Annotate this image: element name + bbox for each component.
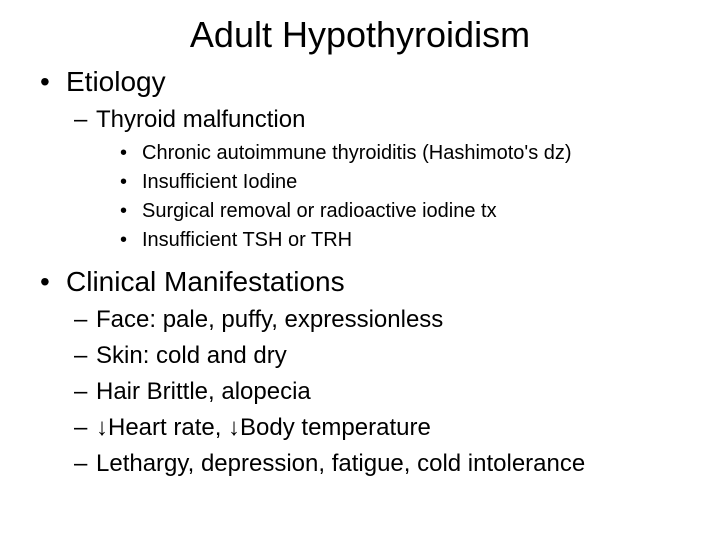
clinical-item: Face: pale, puffy, expressionless [74, 306, 690, 334]
thyroid-malfunction-heading: Thyroid malfunction [74, 106, 690, 134]
etiology-item: Insufficient TSH or TRH [120, 229, 690, 252]
clinical-item: ↓Heart rate, ↓Body temperature [74, 414, 690, 442]
clinical-heading: Clinical Manifestations [40, 266, 690, 298]
clinical-item: Hair Brittle, alopecia [74, 378, 690, 406]
etiology-item: Surgical removal or radioactive iodine t… [120, 200, 690, 223]
slide-title: Adult Hypothyroidism [90, 14, 630, 56]
etiology-heading: Etiology [40, 66, 690, 98]
clinical-item: Lethargy, depression, fatigue, cold into… [74, 450, 690, 478]
etiology-item: Insufficient Iodine [120, 171, 690, 194]
clinical-item: Skin: cold and dry [74, 342, 690, 370]
etiology-item: Chronic autoimmune thyroiditis (Hashimot… [120, 142, 690, 165]
